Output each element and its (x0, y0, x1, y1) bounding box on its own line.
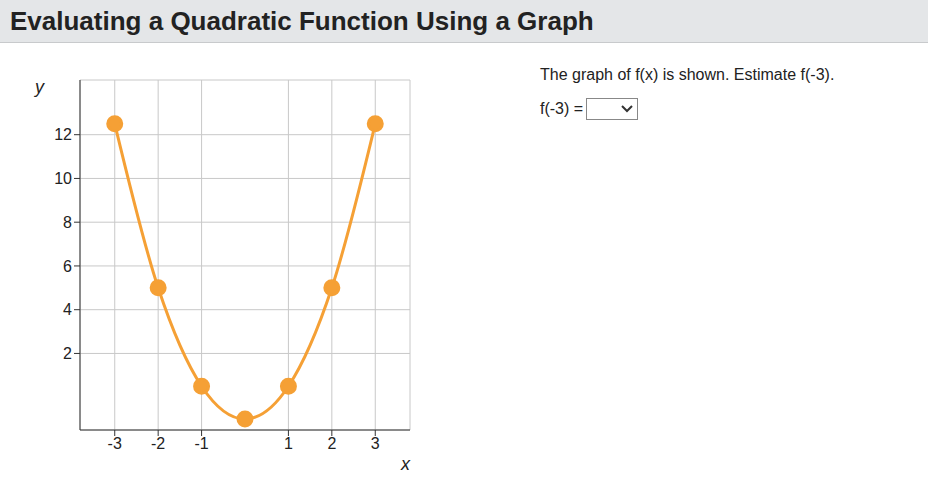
svg-text:-3: -3 (108, 435, 122, 452)
svg-text:-2: -2 (151, 435, 165, 452)
svg-text:2: 2 (63, 345, 72, 362)
svg-text:1: 1 (284, 435, 293, 452)
svg-text:-1: -1 (194, 435, 208, 452)
svg-text:3: 3 (371, 435, 380, 452)
svg-text:x: x (400, 454, 411, 474)
html-text:The graph of f(x) is shown. Es: The graph of f(x) is shown. Estimate f(-… (540, 66, 835, 83)
html-text:Evaluating a Quadratic Functio: Evaluating a Quadratic Function Using a … (10, 5, 594, 36)
html-text:f(-3) =: f(-3) = (540, 100, 584, 117)
svg-text:y: y (33, 77, 45, 97)
svg-text:8: 8 (63, 214, 72, 231)
svg-text:10: 10 (54, 170, 72, 187)
svg-text:6: 6 (63, 258, 72, 275)
svg-text:2: 2 (327, 435, 336, 452)
svg-text:4: 4 (63, 301, 72, 318)
svg-text:12: 12 (54, 126, 72, 143)
